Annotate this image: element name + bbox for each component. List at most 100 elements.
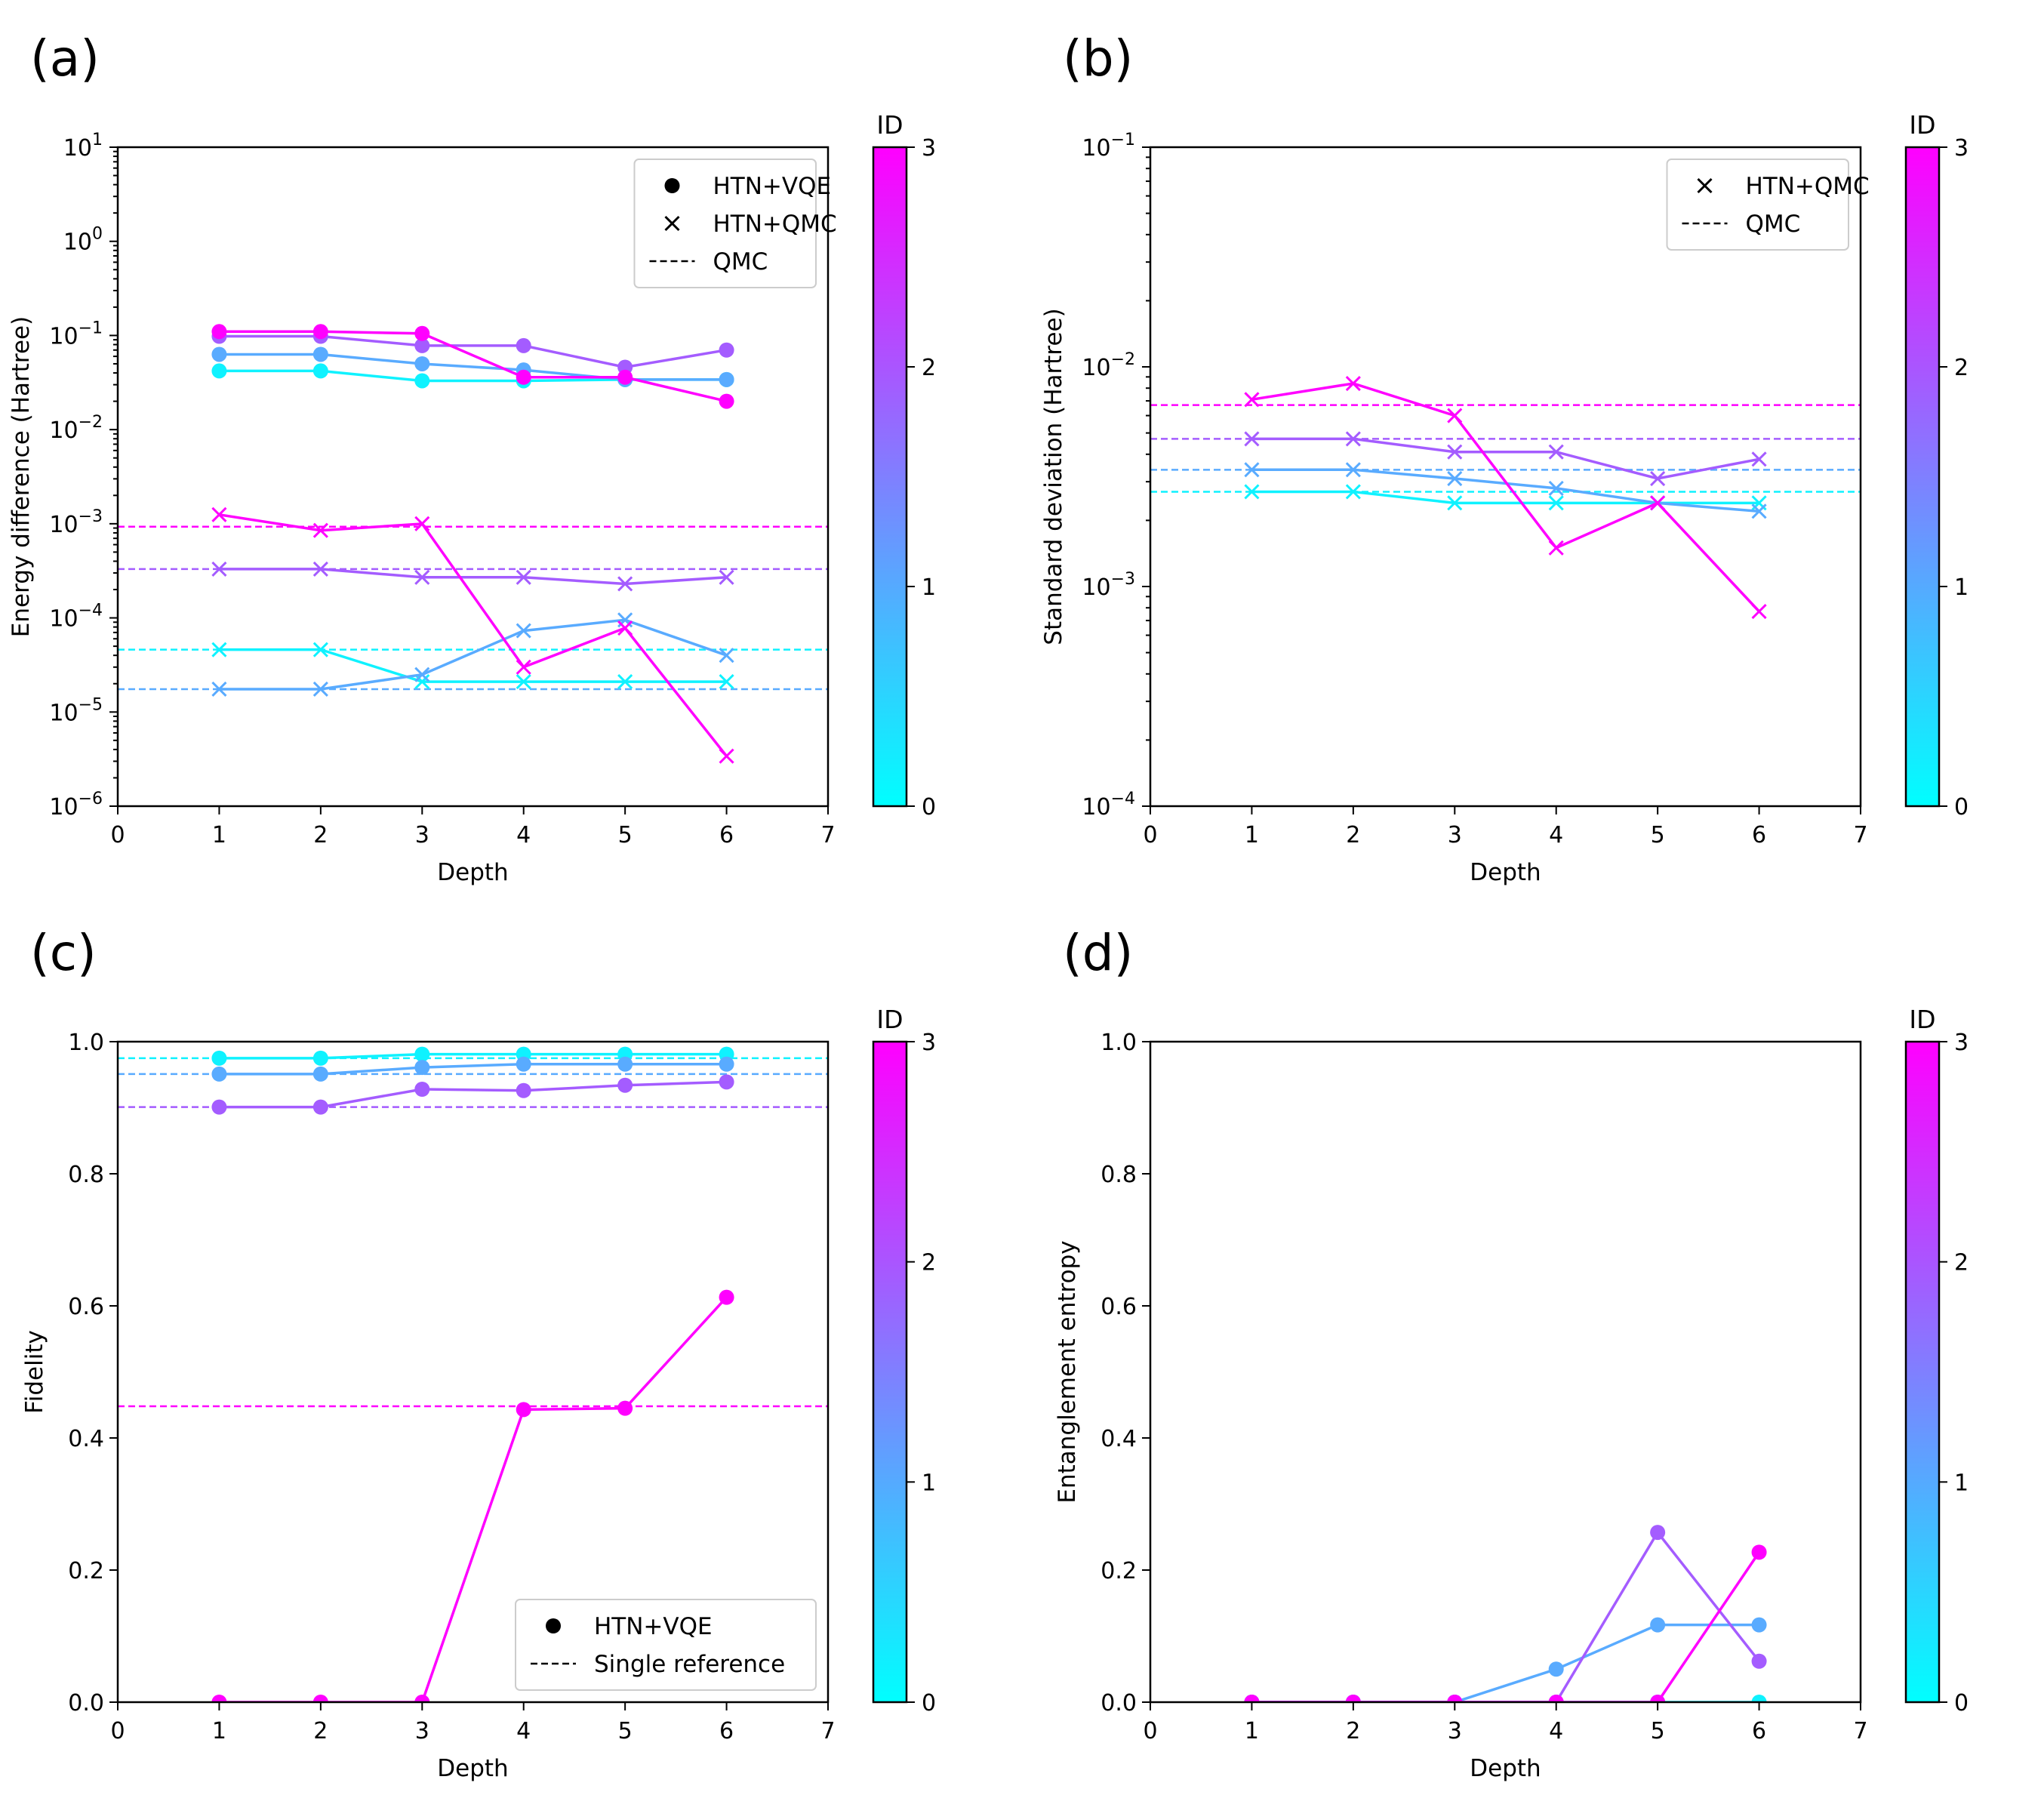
colorbar-tick-label: 2	[922, 1250, 936, 1276]
data-point	[516, 623, 531, 639]
data-point	[1345, 431, 1361, 447]
data-point	[617, 576, 633, 592]
data-point	[1650, 1695, 1666, 1702]
data-point	[312, 642, 328, 657]
x-tick-label: 4	[1549, 822, 1563, 848]
colorbar: ID 0 1 2 3	[872, 1005, 936, 1716]
x-tick-label: 4	[516, 822, 531, 848]
colorbar: ID 0 1 2 3	[1904, 110, 1969, 821]
colorbar-tick-label: 3	[922, 135, 936, 162]
series-line-htn-qmc-id-1	[219, 618, 728, 691]
x-tick-label: 7	[1853, 1718, 1867, 1744]
axes-frame	[1149, 1040, 1862, 1704]
x-axis-label: Depth	[437, 859, 508, 886]
colorbar-tick-label: 3	[922, 1030, 936, 1056]
data-point	[211, 363, 227, 379]
legend: HTN+QMC QMC	[1666, 159, 1870, 251]
data-point	[1751, 603, 1767, 620]
data-point	[1548, 1695, 1564, 1702]
series-line-htn-vqe-id-2	[1251, 1530, 1760, 1702]
x-tick-label: 6	[1752, 1718, 1766, 1744]
panel-label: (b)	[1063, 29, 1133, 88]
y-tick-label: 0.8	[68, 1162, 104, 1188]
colorbar-tick-label: 0	[1954, 1690, 1969, 1716]
y-tick-label: 10−4	[49, 602, 103, 633]
x-tick-label: 2	[313, 1718, 328, 1744]
x-axis-label: Depth	[437, 1755, 508, 1782]
x-tick-label: 7	[820, 1718, 835, 1744]
y-tick-label: 0.2	[1100, 1558, 1137, 1584]
colorbar-frame	[1904, 1040, 1941, 1704]
colorbar-tick-label: 1	[922, 1470, 936, 1496]
x-tick-label: 5	[1651, 1718, 1665, 1744]
colorbar-tick-label: 1	[1954, 574, 1969, 601]
colorbar-title: ID	[876, 1005, 903, 1034]
x-tick-label: 2	[1346, 1718, 1360, 1744]
data-point	[414, 325, 430, 341]
colorbar-tick-label: 1	[922, 574, 936, 601]
x-tick-label: 3	[415, 1718, 429, 1744]
data-point	[211, 1050, 227, 1066]
legend-label: QMC	[1746, 211, 1801, 238]
data-point	[1751, 1695, 1767, 1702]
x-tick-label: 1	[212, 822, 226, 848]
y-tick-label: 100	[63, 225, 103, 256]
y-tick-label: 10−2	[1082, 350, 1135, 381]
data-point	[617, 674, 633, 690]
data-point	[1548, 1661, 1564, 1677]
x-tick-label: 1	[1245, 1718, 1259, 1744]
data-point	[312, 1099, 328, 1115]
data-point	[1751, 1544, 1767, 1560]
panel-a: (a) 101 100 10−1 10−2 10−3 10−4 10−5 10−6 0 1 2 3 4 5 6…	[8, 29, 936, 886]
colorbar-tick-label: 1	[1954, 1470, 1969, 1496]
legend-label: HTN+QMC	[1746, 173, 1870, 200]
colorbar-frame	[872, 1040, 908, 1704]
y-tick-label: 10−3	[49, 507, 103, 538]
data-point	[312, 346, 328, 362]
data-point	[312, 522, 328, 538]
y-axis-label: Fidelity	[21, 1330, 48, 1414]
y-tick-label: 1.0	[1100, 1030, 1137, 1056]
panel-label: (d)	[1063, 924, 1133, 982]
data-point	[1548, 495, 1564, 511]
panel-c: (c) 0.0 0.2 0.4 0.6 0.8 1.0 0 1 2 3 4 5 6 7 Depth Fideli…	[21, 924, 936, 1782]
data-point	[617, 1077, 633, 1093]
data-point	[516, 1402, 531, 1418]
data-point	[211, 506, 227, 522]
data-point	[312, 561, 328, 577]
series-line-htn-vqe-id-2	[219, 334, 727, 369]
colorbar-title: ID	[876, 110, 903, 140]
y-tick-label: 0.0	[1100, 1690, 1137, 1716]
data-point	[719, 342, 734, 358]
y-tick-label: 0.4	[68, 1426, 104, 1452]
data-point	[719, 569, 734, 585]
data-point	[516, 569, 531, 585]
series-line-htn-vqe-id-3	[219, 330, 728, 403]
data-point	[312, 363, 328, 379]
data-point	[1244, 392, 1260, 408]
data-point	[211, 1066, 227, 1082]
series-line-htn-qmc-id-3	[1251, 382, 1760, 613]
data-point	[312, 324, 328, 340]
data-point	[1447, 408, 1463, 423]
y-tick-label: 10−1	[49, 319, 103, 349]
colorbar-title: ID	[1909, 110, 1935, 140]
axes-frame	[116, 146, 830, 808]
y-tick-label: 10−3	[1082, 570, 1135, 601]
plot-area	[118, 324, 828, 764]
y-tick-label: 0.4	[1100, 1426, 1137, 1452]
x-tick-label: 7	[820, 822, 835, 848]
data-point	[1751, 503, 1767, 519]
y-tick-label: 0.8	[1100, 1162, 1137, 1188]
data-point	[1345, 1695, 1361, 1702]
data-point	[1244, 484, 1260, 500]
data-point	[1447, 1695, 1463, 1702]
series-line-htn-qmc-id-2	[219, 568, 727, 586]
data-point	[414, 373, 430, 389]
x-tick-label: 0	[1143, 822, 1157, 848]
colorbar-title: ID	[1909, 1005, 1935, 1034]
data-point	[414, 356, 430, 371]
data-point	[211, 1695, 227, 1702]
data-point	[516, 674, 531, 690]
